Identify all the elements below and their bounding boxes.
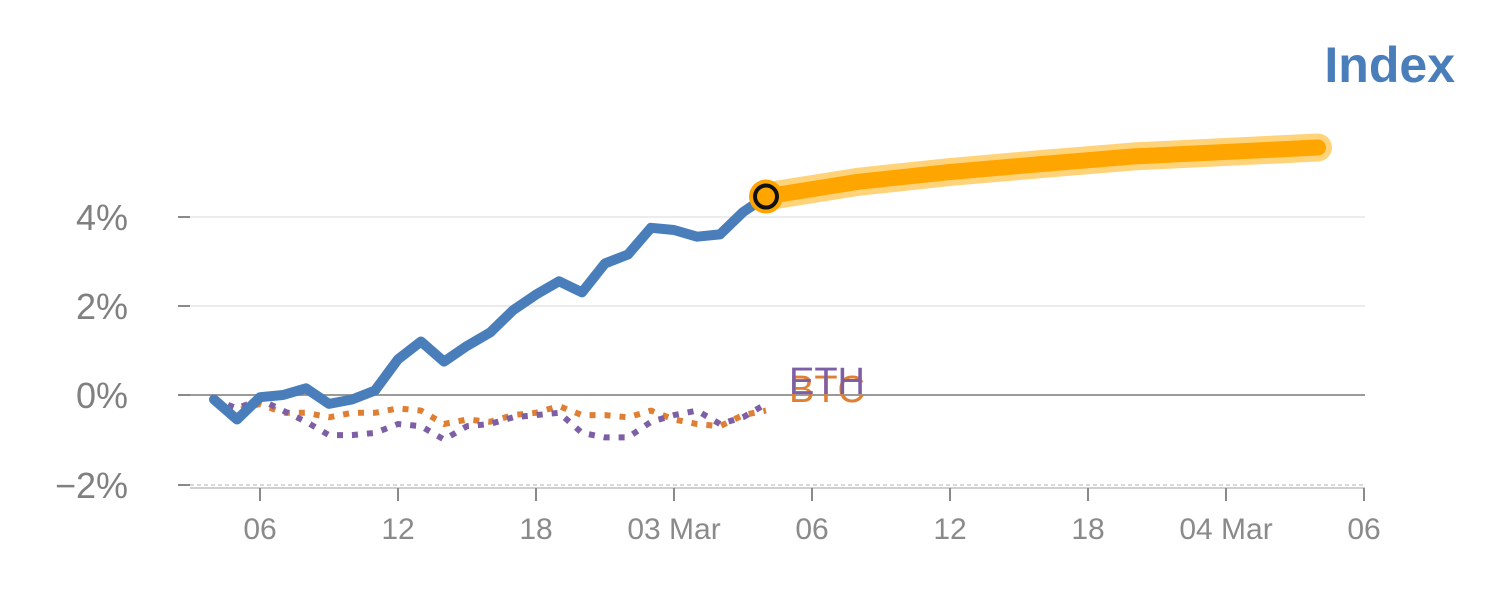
- x-tick-label-18-second: 18: [1071, 513, 1104, 546]
- y-tick-label-2: 2%: [76, 286, 128, 327]
- x-tick-label-12: 12: [381, 513, 414, 546]
- btc-label: BTC: [789, 369, 865, 411]
- x-axis: 06 12 18 03 Mar 06 12 18 04 Mar 06: [190, 487, 1381, 546]
- btc-line: [212, 396, 767, 430]
- x-tick-label-04-mar: 04 Mar: [1179, 513, 1272, 546]
- x-tick-label-03-mar: 03 Mar: [627, 513, 720, 546]
- series-group: BTC ETH: [209, 133, 1332, 443]
- x-tick-label-06: 06: [243, 513, 276, 546]
- eth-label: ETH: [789, 361, 865, 403]
- x-tick-label-06-third: 06: [1347, 513, 1380, 546]
- y-tick-label-0: 0%: [76, 375, 128, 416]
- forecast-line: [758, 139, 1326, 205]
- eth-line: [212, 396, 768, 443]
- x-tick-label-12-second: 12: [933, 513, 966, 546]
- y-axis: 4% 2% 0% −2%: [55, 197, 190, 506]
- y-tick-label-minus-2: −2%: [55, 465, 128, 506]
- x-tick-label-18: 18: [519, 513, 552, 546]
- x-tick-label-06-second: 06: [795, 513, 828, 546]
- current-point-inner: [753, 183, 779, 210]
- index-line: [209, 191, 771, 425]
- y-tick-label-4: 4%: [76, 197, 128, 238]
- grid-lines: [190, 216, 1365, 486]
- chart-title: Index: [1324, 37, 1455, 93]
